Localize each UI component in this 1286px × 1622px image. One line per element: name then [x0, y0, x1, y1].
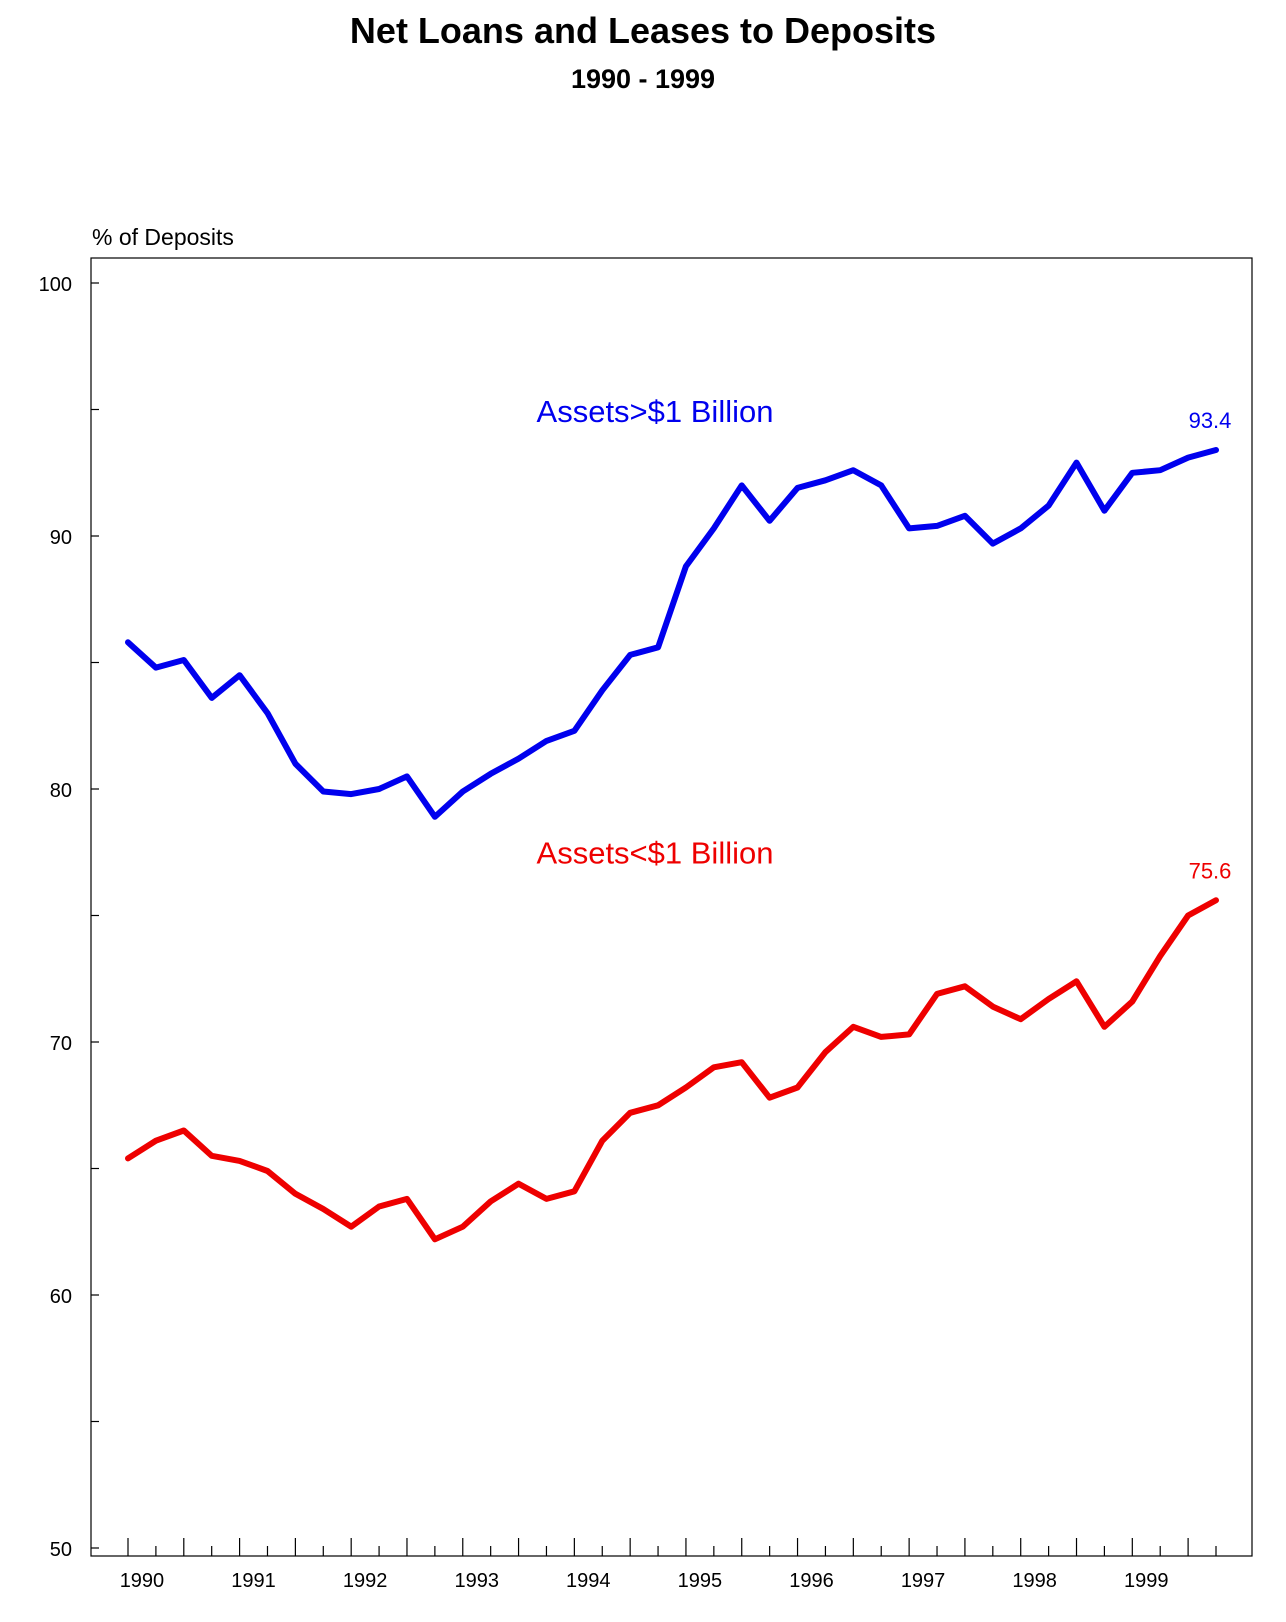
x-tick-label: 1999	[1124, 1570, 1169, 1592]
x-axis-ticks: 1990 1991 1992 1993 1994 1995 1996 1997 1998 1999	[120, 1538, 1217, 1592]
y-tick-label: 100	[39, 274, 72, 296]
y-axis-label: % of Deposits	[92, 224, 234, 250]
y-tick-label: 80	[50, 780, 72, 802]
y-tick-label: 70	[50, 1033, 72, 1055]
x-tick-label: 1994	[566, 1570, 611, 1592]
x-tick-label: 1990	[120, 1570, 165, 1592]
x-tick-label: 1993	[454, 1570, 499, 1592]
y-tick-label: 60	[50, 1286, 72, 1308]
series-end-value-label: 75.6	[1189, 858, 1232, 883]
chart-title: Net Loans and Leases to Deposits	[349, 10, 937, 51]
series-layer: Assets>$1 Billion 93.4 Assets<$1 Billion 75…	[125, 394, 1232, 1243]
x-tick-label: 1997	[901, 1570, 946, 1592]
y-tick-label: 50	[50, 1539, 72, 1561]
chart-subtitle: 1990 - 1999	[570, 64, 716, 94]
series-end-value-label: 93.4	[1189, 408, 1232, 433]
x-tick-label: 1995	[678, 1570, 723, 1592]
y-tick-label: 90	[50, 527, 72, 549]
x-tick-label: 1992	[343, 1570, 388, 1592]
x-tick-label: 1998	[1012, 1570, 1057, 1592]
y-axis-ticks: 50 60 70 80 90 100	[39, 274, 99, 1561]
plot-frame	[90, 257, 1253, 1557]
series-line	[125, 447, 1219, 820]
x-tick-label: 1996	[789, 1570, 834, 1592]
series-line	[125, 897, 1219, 1243]
series-name-label: Assets<$1 Billion	[537, 835, 774, 870]
series-name-label: Assets>$1 Billion	[537, 394, 774, 429]
x-tick-label: 1991	[231, 1570, 276, 1592]
